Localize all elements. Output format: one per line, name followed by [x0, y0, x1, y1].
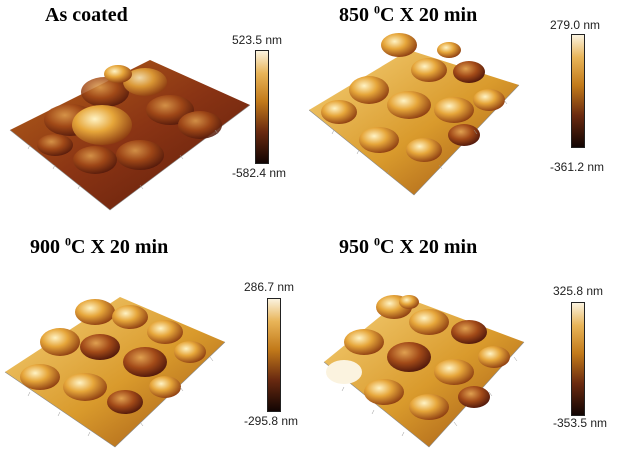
afm-panel-950c: 950 0C X 20 min 325.8 nm -353.5 nm [309, 232, 618, 463]
panel-title: 950 0C X 20 min [339, 234, 478, 258]
scale-max-label: 286.7 nm [244, 280, 295, 294]
afm-panel-900c: 900 0C X 20 min 286.7 nm -295.8 nm [0, 232, 309, 463]
scale-max-label: 523.5 nm [232, 33, 283, 47]
scale-min-label: -361.2 nm [550, 160, 605, 174]
height-scale-bar [571, 34, 585, 148]
height-scale-bar [571, 302, 585, 416]
panel-title: 850 0C X 20 min [339, 2, 478, 26]
scale-max-label: 325.8 nm [553, 284, 604, 298]
afm-surface-image [309, 33, 520, 196]
afm-surface-image [323, 295, 525, 448]
afm-panel-as-coated: As coated 523.5 nm -582.4 nm [0, 0, 309, 231]
panel-title: 900 0C X 20 min [30, 234, 169, 258]
afm-panel-850c: 850 0C X 20 min 279.0 nm -361.2 nm [309, 0, 618, 231]
scale-min-label: -295.8 nm [244, 414, 299, 428]
panel-title: As coated [45, 4, 128, 26]
height-scale-bar [267, 298, 281, 412]
scale-min-label: -353.5 nm [553, 416, 608, 430]
height-scale-bar [255, 50, 269, 164]
scale-min-label: -582.4 nm [232, 166, 287, 180]
scale-max-label: 279.0 nm [550, 18, 601, 32]
afm-surface-image [4, 297, 226, 448]
afm-surface-image [9, 60, 251, 211]
